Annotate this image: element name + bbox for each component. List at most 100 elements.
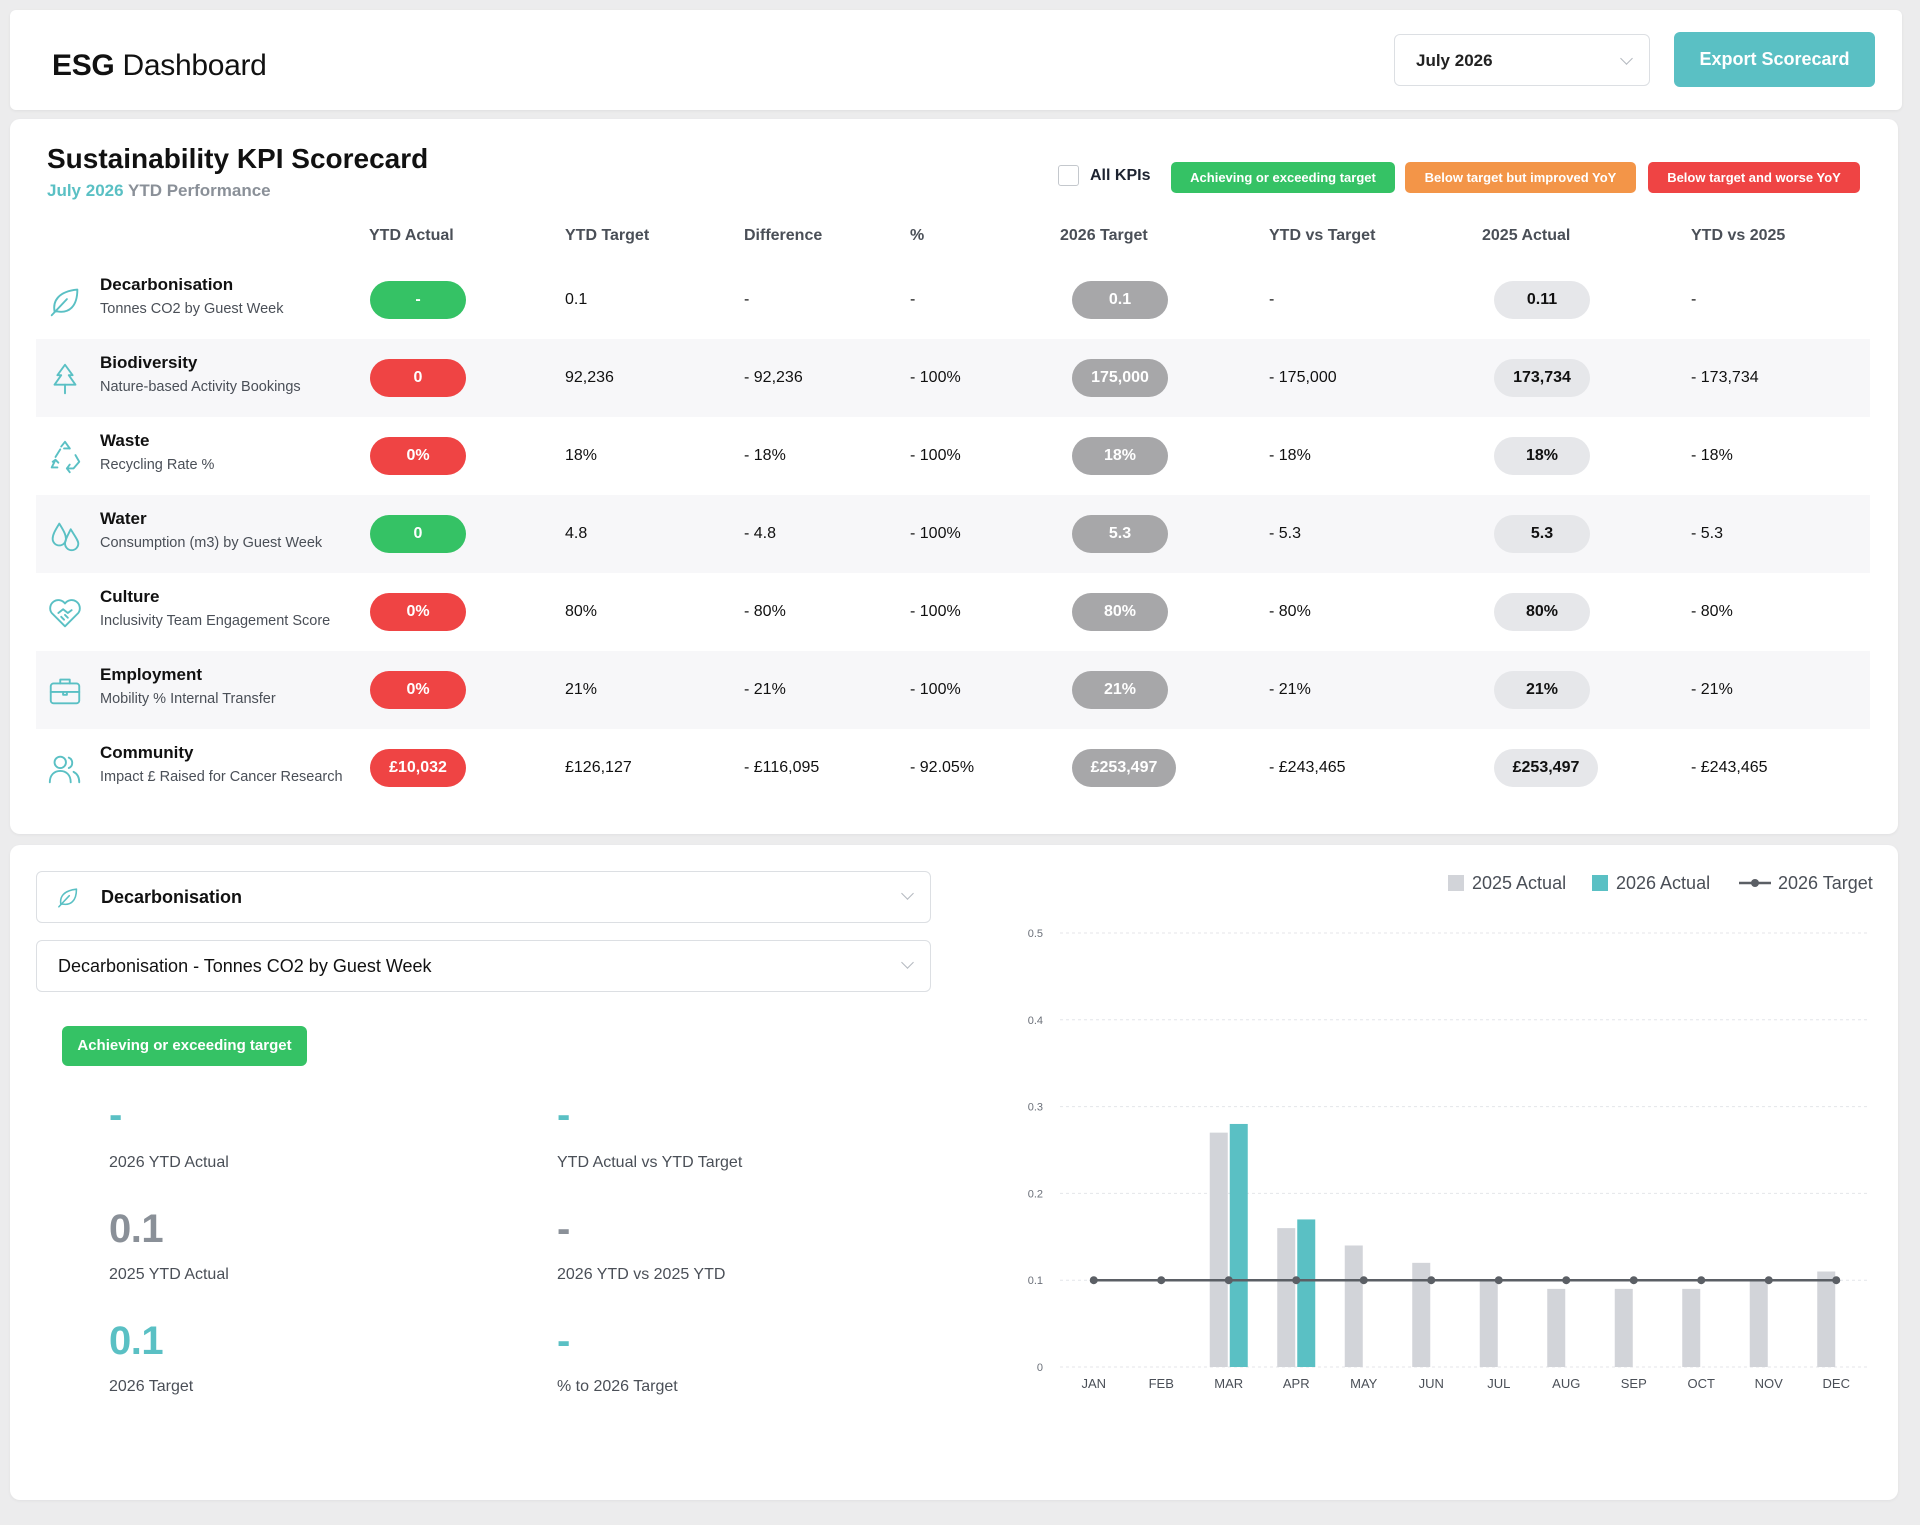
col-header-ytd-vs-target: YTD vs Target [1269, 227, 1376, 244]
target-point-2026 [1359, 1276, 1368, 1285]
legend-line-2026-target [1739, 879, 1771, 887]
target-point-2026 [1562, 1276, 1571, 1285]
kpi-name: Water [100, 509, 147, 528]
kpi-row-water[interactable]: Water Consumption (m3) by Guest Week 0 4… [36, 495, 1870, 573]
metric-select[interactable]: Decarbonisation - Tonnes CO2 by Guest We… [36, 940, 931, 992]
bar-2026-actual [1297, 1219, 1316, 1367]
month-select[interactable]: July 2026 [1394, 34, 1650, 86]
metric-label-2026-target: 2026 Target [109, 1378, 194, 1395]
ytd-actual-pill: 0% [370, 437, 466, 475]
actual-2025-pill: 5.3 [1494, 515, 1590, 553]
kpi-description: Tonnes CO2 by Guest Week [100, 301, 284, 317]
water-drops-icon [51, 522, 80, 552]
col-header-percent: % [910, 227, 925, 244]
kpi-row-culture[interactable]: Culture Inclusivity Team Engagement Scor… [36, 573, 1870, 651]
kpi-name: Decarbonisation [100, 275, 234, 294]
recycle-icon [50, 440, 81, 474]
kpi-name: Waste [100, 431, 150, 450]
target-point-2026 [1089, 1276, 1098, 1285]
bar-2025-actual [1412, 1262, 1431, 1367]
target-point-2026 [1224, 1276, 1233, 1285]
difference-cell: - 80% [744, 603, 786, 620]
app-title: ESG Dashboard [52, 49, 267, 82]
export-scorecard-button[interactable]: Export Scorecard [1674, 32, 1875, 87]
bar-2025-actual [1547, 1288, 1566, 1367]
kpi-row-biodiversity[interactable]: Biodiversity Nature-based Activity Booki… [36, 339, 1870, 417]
target-2026-pill: 5.3 [1072, 515, 1168, 553]
ytd-actual-pill: - [370, 281, 466, 319]
target-2026-pill: 80% [1072, 593, 1168, 631]
ytd-target-cell: 18% [565, 447, 598, 464]
ytd-vs-target-cell: - 80% [1269, 603, 1311, 620]
legend-below-improved[interactable]: Below target but improved YoY [1405, 162, 1636, 193]
chevron-down-icon [901, 956, 914, 969]
target-point-2026 [1427, 1276, 1436, 1285]
ytd-target-cell: 4.8 [565, 525, 588, 542]
x-tick-label: APR [1283, 1376, 1310, 1391]
kpi-row-employment[interactable]: Employment Mobility % Internal Transfer … [36, 651, 1870, 729]
ytd-target-cell: 0.1 [565, 291, 588, 308]
metric-label-2026-ytd-actual: 2026 YTD Actual [109, 1154, 229, 1171]
metric-value-2026-ytd-actual: - [109, 1093, 122, 1137]
kpi-row-decarbonisation[interactable]: Decarbonisation Tonnes CO2 by Guest Week… [36, 261, 1870, 339]
difference-cell: - 92,236 [744, 369, 803, 386]
kpi-row-community[interactable]: Community Impact £ Raised for Cancer Res… [36, 729, 1870, 807]
difference-cell: - £116,095 [744, 759, 820, 776]
legend-below-worse[interactable]: Below target and worse YoY [1648, 162, 1860, 193]
kpi-row-waste[interactable]: Waste Recycling Rate % 0% 18% - 18% - 10… [36, 417, 1870, 495]
x-tick-label: JUN [1419, 1376, 1444, 1391]
bar-2025-actual [1614, 1288, 1633, 1367]
ytd-actual-pill: 0 [370, 359, 466, 397]
x-tick-label: MAR [1214, 1376, 1243, 1391]
target-point-2026 [1494, 1276, 1503, 1285]
ytd-target-cell: 80% [565, 603, 598, 620]
x-tick-label: JAN [1081, 1376, 1106, 1391]
kpi-description: Recycling Rate % [100, 457, 215, 473]
ytd-vs-target-cell: - 18% [1269, 447, 1311, 464]
chevron-down-icon [1620, 52, 1633, 65]
metric-value-2026-vs-2025-ytd: - [557, 1207, 570, 1251]
ytd-vs-2025-cell: - 5.3 [1691, 525, 1724, 542]
category-select-value: Decarbonisation [101, 887, 243, 907]
actual-2025-pill: 80% [1494, 593, 1590, 631]
col-header-2026-target: 2026 Target [1060, 227, 1148, 244]
metric-label-ytd-vs-target: YTD Actual vs YTD Target [557, 1154, 743, 1171]
col-header-ytd-target: YTD Target [565, 227, 650, 244]
legend-2026-target[interactable]: 2026 Target [1738, 873, 1873, 894]
target-point-2026 [1292, 1276, 1301, 1285]
legend-achieving-target[interactable]: Achieving or exceeding target [1171, 162, 1395, 193]
bar-2025-actual [1209, 1132, 1228, 1367]
kpi-detail-card: Decarbonisation Decarbonisation - Tonnes… [10, 845, 1898, 1500]
kpi-description: Impact £ Raised for Cancer Research [100, 769, 343, 785]
target-2026-pill: 21% [1072, 671, 1168, 709]
all-kpis-checkbox[interactable] [1058, 165, 1079, 186]
metric-label-2026-vs-2025-ytd: 2026 YTD vs 2025 YTD [557, 1266, 726, 1283]
leaf-icon [50, 288, 79, 317]
ytd-vs-2025-cell: - 18% [1691, 447, 1733, 464]
tree-icon [53, 363, 77, 395]
percent-cell: - 100% [910, 525, 961, 542]
actual-2025-pill: £253,497 [1494, 749, 1598, 787]
x-tick-label: FEB [1149, 1376, 1174, 1391]
y-tick-label: 0.2 [1028, 1188, 1043, 1200]
ytd-vs-target-cell: - 5.3 [1269, 525, 1302, 542]
legend-2026-actual[interactable]: 2026 Actual [1592, 873, 1710, 894]
percent-cell: - 100% [910, 447, 961, 464]
legend-2025-actual[interactable]: 2025 Actual [1448, 873, 1566, 894]
people-icon [48, 755, 81, 784]
percent-cell: - 100% [910, 369, 961, 386]
y-tick-label: 0.4 [1028, 1015, 1043, 1027]
legend-swatch-2025-actual [1448, 875, 1464, 891]
col-header-ytd-actual: YTD Actual [369, 227, 454, 244]
target-2026-pill: 0.1 [1072, 281, 1168, 319]
difference-cell: - 21% [744, 681, 786, 698]
briefcase-icon [49, 678, 81, 705]
ytd-vs-target-cell: - £243,465 [1269, 759, 1346, 776]
target-point-2026 [1764, 1276, 1773, 1285]
metric-label-pct-to-target: % to 2026 Target [557, 1378, 678, 1395]
x-tick-label: JUL [1487, 1376, 1510, 1391]
bar-2025-actual [1749, 1280, 1768, 1367]
kpi-description: Consumption (m3) by Guest Week [100, 535, 323, 551]
target-2026-pill: 18% [1072, 437, 1168, 475]
category-select[interactable]: Decarbonisation [36, 871, 931, 923]
